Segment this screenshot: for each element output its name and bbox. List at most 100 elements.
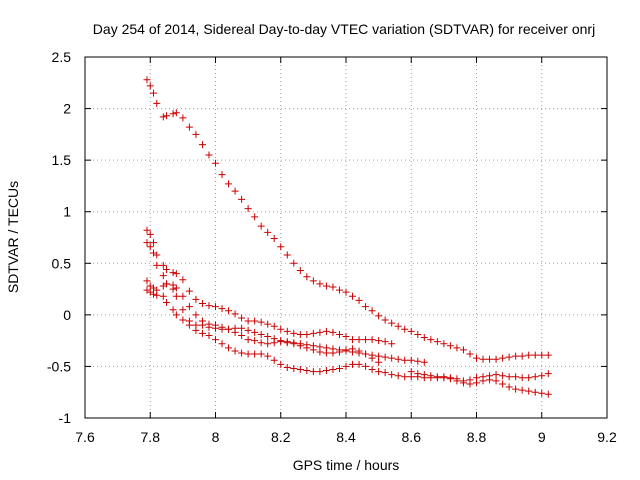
data-point — [218, 323, 226, 331]
data-point — [169, 306, 177, 314]
data-point — [335, 348, 343, 356]
x-tick-label: 8.6 — [402, 429, 422, 445]
data-point — [335, 364, 343, 372]
data-point — [544, 390, 552, 398]
data-point — [238, 314, 246, 322]
data-point — [283, 339, 291, 347]
data-point — [401, 356, 409, 364]
data-point — [355, 296, 363, 304]
data-point — [368, 307, 376, 315]
data-point — [212, 336, 219, 344]
data-point — [446, 375, 454, 383]
data-point — [355, 336, 363, 344]
data-point — [251, 317, 259, 325]
data-point — [150, 239, 158, 247]
axis-ticks — [84, 56, 608, 419]
data-point — [192, 311, 200, 319]
data-point — [218, 305, 226, 313]
data-point — [322, 282, 330, 290]
x-tick-label: 9.2 — [597, 429, 617, 445]
data-point — [362, 303, 370, 311]
data-point — [505, 383, 513, 391]
data-point — [531, 351, 539, 359]
data-point — [381, 369, 389, 377]
data-point — [231, 328, 239, 336]
data-point — [225, 307, 233, 315]
data-point — [172, 292, 180, 300]
data-point — [453, 344, 461, 352]
data-point — [143, 226, 151, 234]
data-point — [270, 322, 278, 330]
data-point — [322, 349, 330, 357]
data-point — [283, 363, 291, 371]
data-point — [163, 112, 171, 120]
data-point — [172, 284, 180, 292]
data-point — [296, 366, 304, 374]
data-point — [505, 373, 513, 381]
data-point — [440, 374, 448, 382]
data-point — [355, 347, 363, 355]
data-point — [257, 318, 265, 326]
data-point — [420, 371, 428, 379]
data-point — [169, 281, 177, 289]
data-point — [238, 331, 246, 339]
data-point — [427, 336, 435, 344]
data-point — [283, 327, 291, 335]
data-point — [309, 277, 317, 285]
data-point — [205, 320, 213, 328]
y-axis-title: SDTVAR / TECUs — [5, 181, 21, 293]
data-point — [446, 342, 454, 350]
data-point — [212, 303, 219, 311]
data-point — [146, 230, 154, 238]
data-point — [231, 347, 239, 355]
data-point — [159, 261, 167, 269]
x-tick-label: 8.8 — [467, 429, 487, 445]
data-point — [420, 334, 428, 342]
data-point — [349, 336, 357, 344]
data-point — [283, 251, 291, 259]
data-point — [264, 333, 272, 341]
data-point — [505, 353, 513, 361]
data-point — [309, 368, 317, 376]
data-point — [309, 329, 317, 337]
data-point — [512, 352, 520, 360]
data-point — [335, 286, 343, 294]
data-point — [270, 356, 278, 364]
data-point — [322, 367, 330, 375]
data-point — [316, 328, 324, 336]
data-point — [342, 346, 350, 354]
data-point — [172, 109, 180, 117]
data-point — [492, 377, 500, 385]
data-point — [244, 350, 252, 358]
data-point — [218, 340, 226, 348]
data-point — [238, 324, 246, 332]
data-point — [270, 235, 278, 243]
data-point — [414, 330, 422, 338]
data-point — [466, 380, 474, 388]
data-point — [185, 123, 193, 131]
data-point — [329, 283, 337, 291]
data-point — [368, 354, 376, 362]
data-point — [153, 261, 161, 269]
data-point — [143, 239, 151, 247]
data-point — [231, 310, 239, 318]
data-point — [225, 180, 233, 188]
data-point — [277, 325, 285, 333]
data-point — [146, 82, 154, 90]
data-point — [251, 350, 259, 358]
data-point — [388, 340, 396, 348]
data-point — [225, 325, 233, 333]
data-point — [296, 330, 304, 338]
data-point — [143, 277, 151, 285]
data-point — [309, 346, 317, 354]
data-point — [185, 287, 193, 295]
y-tick-label: -1 — [59, 410, 72, 426]
data-point — [172, 311, 180, 319]
data-point — [525, 387, 533, 395]
series-track-1 — [143, 76, 552, 363]
data-point — [146, 243, 154, 251]
data-point — [251, 337, 259, 345]
data-point — [499, 372, 507, 380]
series-track-5 — [143, 286, 552, 385]
